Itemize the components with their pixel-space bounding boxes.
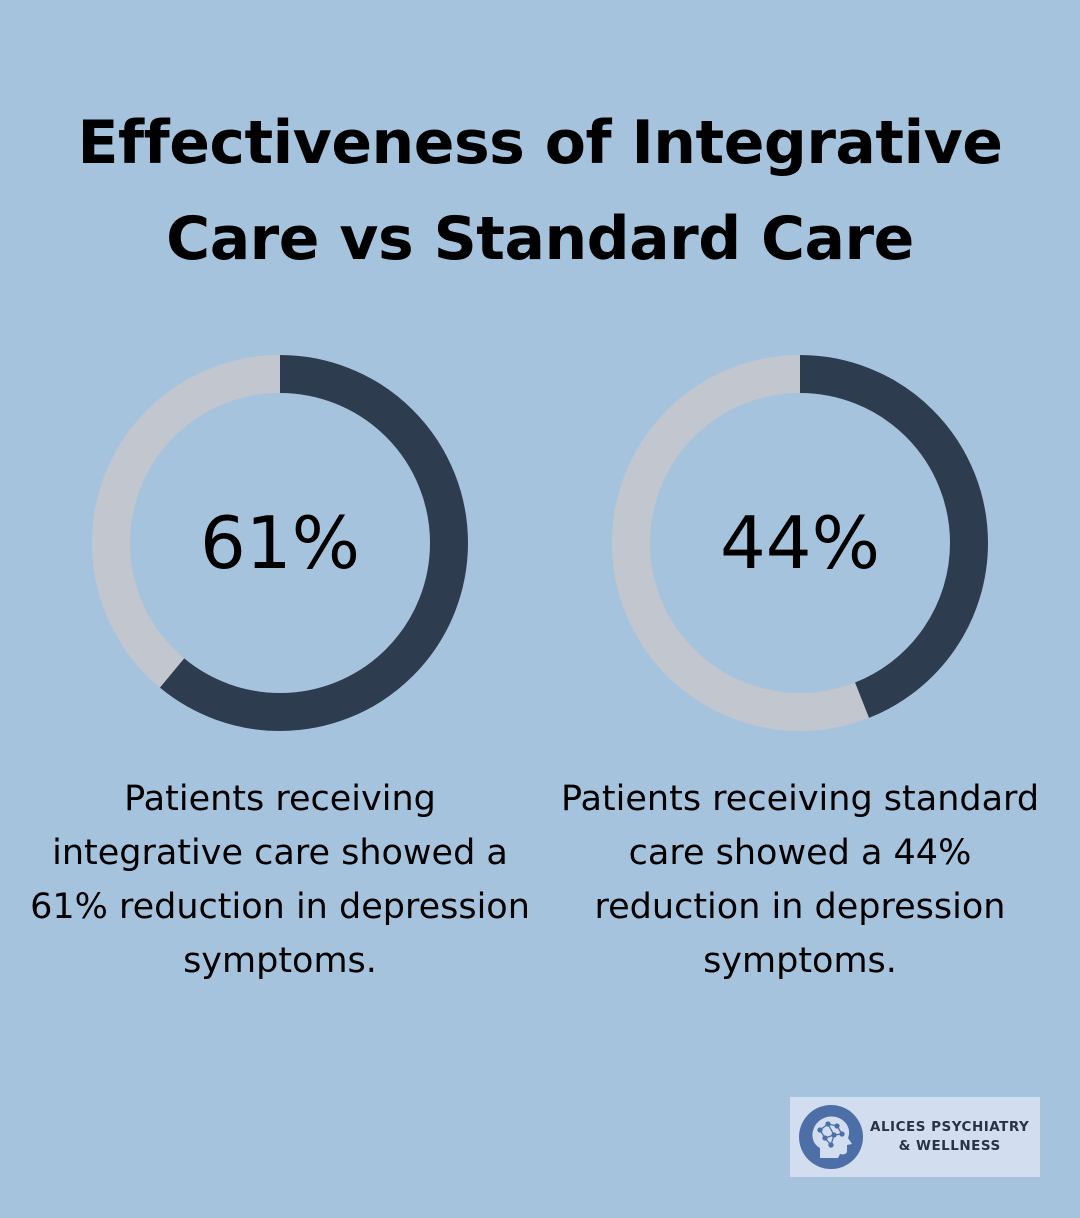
- donut-chart-integrative: 61%: [92, 355, 468, 731]
- brand-logo: ALICES PSYCHIATRY & WELLNESS: [790, 1097, 1040, 1177]
- brain-head-icon: [799, 1105, 863, 1169]
- donut-svg-standard: [612, 355, 988, 731]
- head-silhouette: [812, 1116, 852, 1158]
- donut-svg-integrative: [92, 355, 468, 731]
- donut-chart-standard: 44%: [612, 355, 988, 731]
- brain-network: [817, 1121, 845, 1148]
- title-line-2: Care vs Standard Care: [166, 204, 914, 274]
- donut-filled-arc: [92, 355, 468, 731]
- donut-value-label: 61%: [199, 501, 361, 585]
- logo-line-2: & WELLNESS: [898, 1138, 1001, 1154]
- donut-filled-arc: [612, 355, 988, 731]
- logo-text: ALICES PSYCHIATRY & WELLNESS: [870, 1118, 1029, 1156]
- logo-line-1: ALICES PSYCHIATRY: [870, 1119, 1030, 1135]
- page-title: Effectiveness of Integrative Care vs Sta…: [0, 95, 1080, 287]
- donut-value-label: 44%: [719, 501, 881, 585]
- title-line-1: Effectiveness of Integrative: [77, 108, 1003, 178]
- description-standard: Patients receiving standard care showed …: [560, 779, 1040, 981]
- description-integrative: Patients receiving integrative care show…: [30, 779, 530, 981]
